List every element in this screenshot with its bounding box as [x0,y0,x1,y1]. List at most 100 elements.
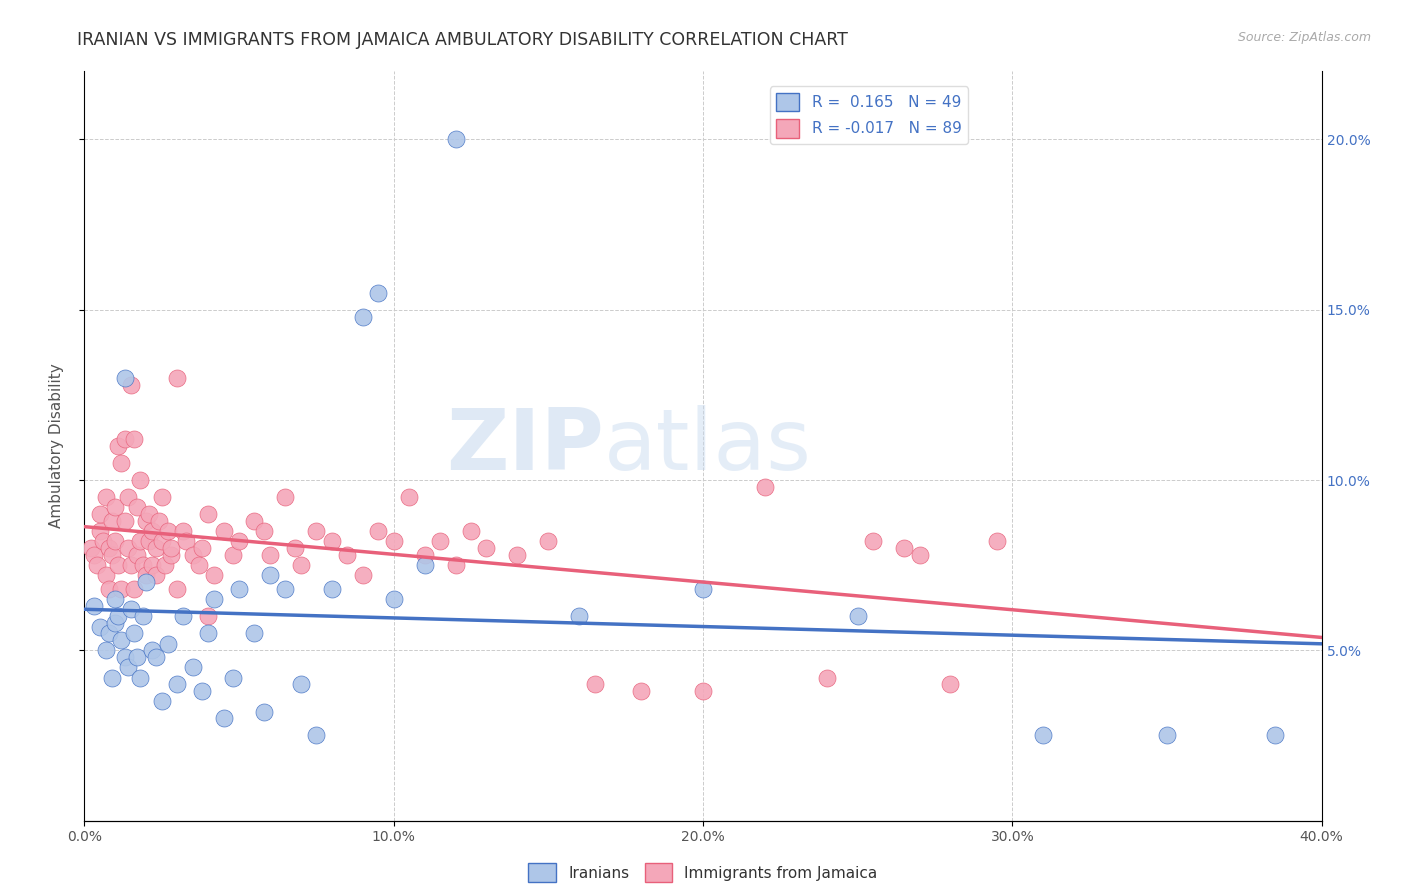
Point [129,534,152,549]
Point [1032,729,1054,743]
Point [110,582,132,596]
Point [101,548,124,562]
Text: ZIP: ZIP [446,404,605,488]
Point [1264,729,1286,743]
Point [114,514,136,528]
Point [181,660,204,674]
Point [191,684,214,698]
Point [908,548,931,562]
Point [506,548,529,562]
Point [91,534,114,549]
Point [141,524,163,538]
Point [135,568,157,582]
Point [107,558,129,573]
Point [253,524,276,538]
Point [321,534,343,549]
Point [444,132,467,146]
Point [398,490,420,504]
Point [101,671,124,685]
Point [367,285,389,300]
Point [145,568,167,582]
Point [692,684,714,698]
Point [156,524,179,538]
Point [117,490,139,504]
Point [939,677,962,691]
Point [212,524,235,538]
Point [274,490,297,504]
Point [110,456,132,470]
Point [150,490,173,504]
Point [352,310,374,324]
Point [153,558,176,573]
Point [352,568,374,582]
Point [89,507,111,521]
Point [117,660,139,674]
Point [122,432,145,446]
Point [135,514,157,528]
Point [429,534,451,549]
Point [98,582,121,596]
Point [104,616,127,631]
Point [259,568,281,582]
Point [129,473,152,487]
Point [197,507,219,521]
Point [228,534,250,549]
Point [202,568,225,582]
Point [145,541,167,556]
Point [1156,729,1178,743]
Point [120,558,142,573]
Point [444,558,467,573]
Point [305,524,328,538]
Point [367,524,389,538]
Point [122,626,145,640]
Point [107,439,129,453]
Point [114,650,136,665]
Point [98,541,121,556]
Point [156,636,179,650]
Point [120,602,142,616]
Point [79,541,101,556]
Point [893,541,915,556]
Y-axis label: Ambulatory Disability: Ambulatory Disability [49,364,63,528]
Point [212,711,235,725]
Point [568,609,591,624]
Point [132,558,155,573]
Point [862,534,884,549]
Point [125,650,148,665]
Point [583,677,606,691]
Point [197,609,219,624]
Point [176,534,198,549]
Point [191,541,214,556]
Point [89,619,111,633]
Point [94,490,117,504]
Point [172,609,194,624]
Point [114,432,136,446]
Point [815,671,838,685]
Point [336,548,359,562]
Point [202,592,225,607]
Point [150,534,173,549]
Point [125,500,148,515]
Point [150,694,173,708]
Point [138,534,160,549]
Point [284,541,307,556]
Point [253,705,276,719]
Point [160,541,183,556]
Point [475,541,498,556]
Point [413,548,436,562]
Point [107,609,129,624]
Point [382,592,405,607]
Point [83,599,105,613]
Point [846,609,869,624]
Point [986,534,1008,549]
Point [86,558,108,573]
Point [290,677,312,691]
Point [104,534,127,549]
Point [120,377,142,392]
Point [129,671,152,685]
Point [138,507,160,521]
Point [166,677,188,691]
Text: atlas: atlas [605,404,813,488]
Point [537,534,560,549]
Point [228,582,250,596]
